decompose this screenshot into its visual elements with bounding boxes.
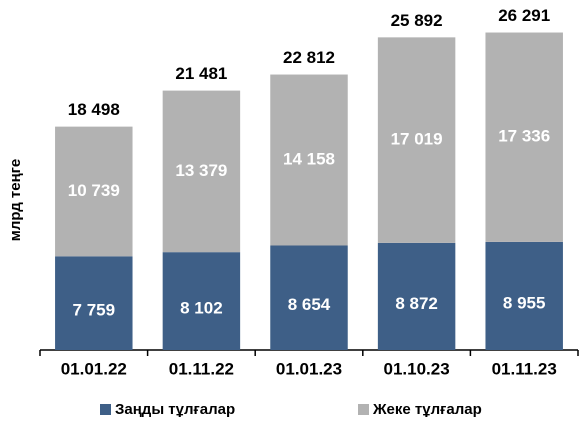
value-label: 8 102 [180,299,223,318]
value-label: 10 739 [68,181,120,200]
total-label: 25 892 [391,11,443,30]
x-tick-label: 01.01.23 [276,359,342,378]
value-label: 17 019 [391,130,443,149]
bar-segment [485,32,563,242]
bar-segment [162,252,241,350]
bar-segment [485,241,563,350]
bar-segment [377,242,456,350]
legend-swatch [358,404,369,415]
total-label: 26 291 [498,6,550,25]
value-label: 14 158 [283,150,335,169]
value-label: 8 872 [395,294,438,313]
bar-segment [162,90,241,253]
legend-label: Заңды тұлғалар [115,401,235,418]
bar-segment [377,37,456,243]
bar-segment [270,74,348,246]
bar-segment [55,256,133,350]
legend-label: Жеке тұлғалар [372,401,482,418]
value-label: 7 759 [73,301,116,320]
total-label: 22 812 [283,48,335,67]
bar-segment [55,126,133,257]
total-label: 18 498 [68,100,120,119]
x-tick-label: 01.10.23 [384,359,450,378]
x-tick-label: 01.11.22 [169,359,234,378]
value-label: 17 336 [498,127,550,146]
value-label: 8 955 [503,293,546,312]
value-label: 13 379 [175,161,227,180]
x-tick-label: 01.01.22 [61,359,127,378]
legend-swatch [100,404,111,415]
value-label: 8 654 [288,295,331,314]
bar-segment [270,245,348,350]
total-label: 21 481 [175,64,227,83]
y-axis-label: млрд теңге [7,159,24,241]
x-tick-label: 01.11.23 [492,359,557,378]
